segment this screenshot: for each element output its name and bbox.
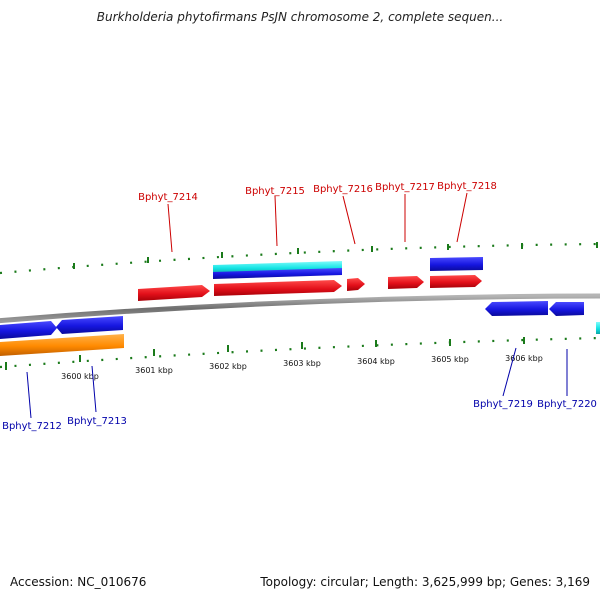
scale-tick-label: 3602 kbp <box>209 362 247 371</box>
accession-text: Accession: NC_010676 <box>10 575 147 589</box>
gene-feature-bphyt-7216[interactable] <box>347 278 365 291</box>
rna-feature-edge[interactable] <box>596 322 600 334</box>
map-title: Burkholderia phytofirmans PsJN chromosom… <box>96 10 504 24</box>
forward-features <box>138 257 483 301</box>
gene-feature-bphyt-7212[interactable] <box>0 321 57 339</box>
scale-labels: 3600 kbp 3601 kbp 3602 kbp 3603 kbp 3604… <box>61 354 543 381</box>
forward-major-ticks <box>73 242 598 269</box>
gene-feature-bphyt-7220[interactable] <box>549 302 584 316</box>
gene-feature-bphyt-7213[interactable] <box>56 316 123 334</box>
cds-feature-upper[interactable] <box>213 268 342 279</box>
scale-tick-label: 3605 kbp <box>431 355 469 364</box>
gene-label-bphyt-7219[interactable]: Bphyt_7219 <box>473 399 533 410</box>
scale-tick-label: 3603 kbp <box>283 359 321 368</box>
gene-label-bphyt-7215[interactable]: Bphyt_7215 <box>245 186 305 197</box>
gene-feature-bphyt-7214[interactable] <box>138 285 210 301</box>
reverse-features <box>0 301 600 356</box>
scale-tick-label: 3601 kbp <box>135 366 173 375</box>
orange-feature[interactable] <box>0 334 124 356</box>
scale-tick-label: 3604 kbp <box>357 357 395 366</box>
genome-summary-text: Topology: circular; Length: 3,625,999 bp… <box>260 575 590 589</box>
cds-feature-right[interactable] <box>430 257 483 271</box>
gene-label-bphyt-7216[interactable]: Bphyt_7216 <box>313 184 373 195</box>
gene-label-bphyt-7217[interactable]: Bphyt_7217 <box>375 182 435 193</box>
gene-label-bphyt-7220[interactable]: Bphyt_7220 <box>537 399 597 410</box>
gene-feature-bphyt-7215[interactable] <box>214 280 342 296</box>
gene-label-bphyt-7213[interactable]: Bphyt_7213 <box>67 416 127 427</box>
reverse-gene-labels: Bphyt_7212 Bphyt_7213 Bphyt_7219 Bphyt_7… <box>2 347 597 432</box>
forward-gene-labels: Bphyt_7214 Bphyt_7215 Bphyt_7216 Bphyt_7… <box>138 181 497 253</box>
gene-label-bphyt-7214[interactable]: Bphyt_7214 <box>138 192 198 203</box>
reverse-major-ticks <box>5 337 525 370</box>
gene-label-bphyt-7218[interactable]: Bphyt_7218 <box>437 181 497 192</box>
scale-tick-label: 3600 kbp <box>61 372 99 381</box>
gene-label-bphyt-7212[interactable]: Bphyt_7212 <box>2 421 62 432</box>
gene-feature-bphyt-7217[interactable] <box>388 276 424 289</box>
scale-tick-label: 3606 kbp <box>505 354 543 363</box>
chromosome-backbone <box>0 293 600 324</box>
gene-feature-bphyt-7219[interactable] <box>485 301 548 316</box>
gene-feature-bphyt-7218[interactable] <box>430 275 482 288</box>
